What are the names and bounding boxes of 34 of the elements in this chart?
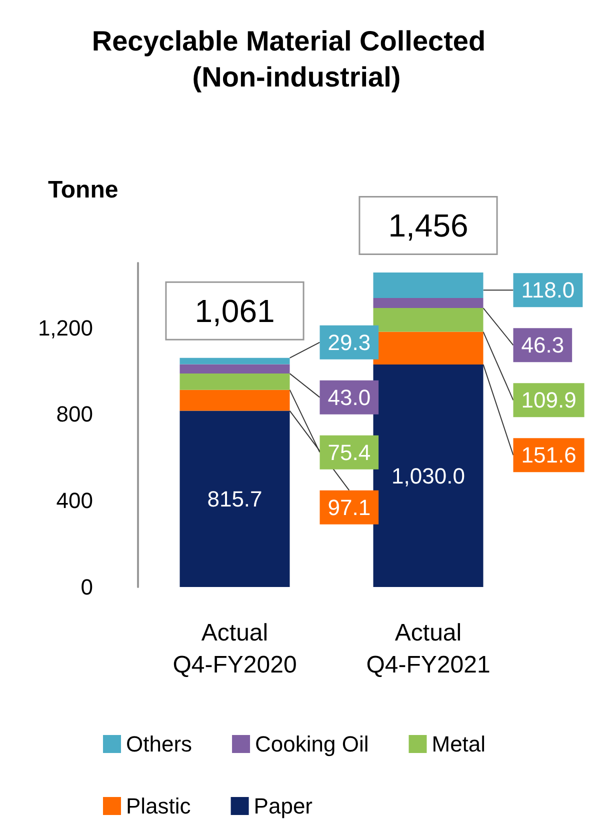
legend-label: Plastic (126, 794, 191, 818)
bar (180, 410, 290, 587)
data-label: 815.7 (207, 486, 262, 512)
x-tick-label: Actual Q4-FY2020 (172, 620, 297, 678)
legend-label: Paper (254, 794, 313, 818)
data-label: 151.6 (521, 442, 576, 468)
legend-label: Cooking Oil (255, 732, 369, 756)
y-tick-label: 1,200 (38, 315, 93, 340)
bar (373, 308, 484, 332)
data-label: 43.0 (328, 384, 371, 410)
data-label: 109.9 (521, 388, 576, 413)
bar (180, 390, 290, 411)
total-label: 1,456 (388, 208, 468, 244)
bar (180, 364, 290, 374)
bar (180, 358, 290, 364)
legend-label: Metal (432, 732, 486, 756)
legend-label: Others (126, 732, 192, 756)
chart-title: Recyclable Material Collected (Non-industrial) (92, 26, 502, 92)
data-label: 97.1 (328, 494, 371, 520)
data-label: 1,030.0 (392, 463, 465, 488)
data-label: 46.3 (521, 332, 564, 358)
data-label: 29.3 (328, 330, 371, 355)
bar (373, 298, 484, 308)
y-tick-label: 0 (80, 574, 93, 600)
y-axis-title: Tonne (48, 176, 118, 204)
y-tick-label: 400 (56, 488, 93, 514)
x-tick-label: Actual Q4-FY2021 (366, 620, 490, 678)
bar (373, 364, 484, 587)
data-label: 118.0 (521, 278, 575, 303)
y-tick-label: 800 (56, 402, 93, 427)
data-label: 75.4 (328, 440, 371, 465)
total-label: 1,061 (194, 292, 275, 329)
bar (373, 272, 484, 298)
bar (180, 374, 290, 390)
